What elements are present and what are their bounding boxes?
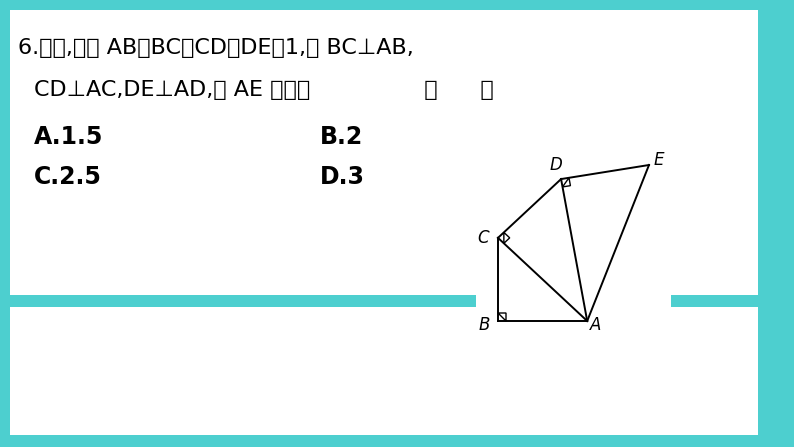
Bar (10, 307, 758, 435)
Bar (476, 143, 671, 343)
Text: D.3: D.3 (320, 165, 365, 189)
Text: D: D (549, 156, 562, 174)
Text: B.2: B.2 (320, 125, 363, 149)
Text: E: E (653, 151, 665, 169)
Text: B: B (478, 316, 490, 334)
Text: 6.如图,已知 AB＝BC＝CD＝DE＝1,且 BC⊥AB,: 6.如图,已知 AB＝BC＝CD＝DE＝1,且 BC⊥AB, (18, 38, 414, 58)
Text: A: A (589, 316, 601, 334)
Text: C: C (477, 229, 489, 247)
Bar (10, 10, 758, 295)
Text: A.1.5: A.1.5 (34, 125, 103, 149)
Text: CD⊥AC,DE⊥AD,则 AE 的长为                （      ）: CD⊥AC,DE⊥AD,则 AE 的长为 （ ） (34, 80, 494, 100)
Text: C.2.5: C.2.5 (34, 165, 102, 189)
